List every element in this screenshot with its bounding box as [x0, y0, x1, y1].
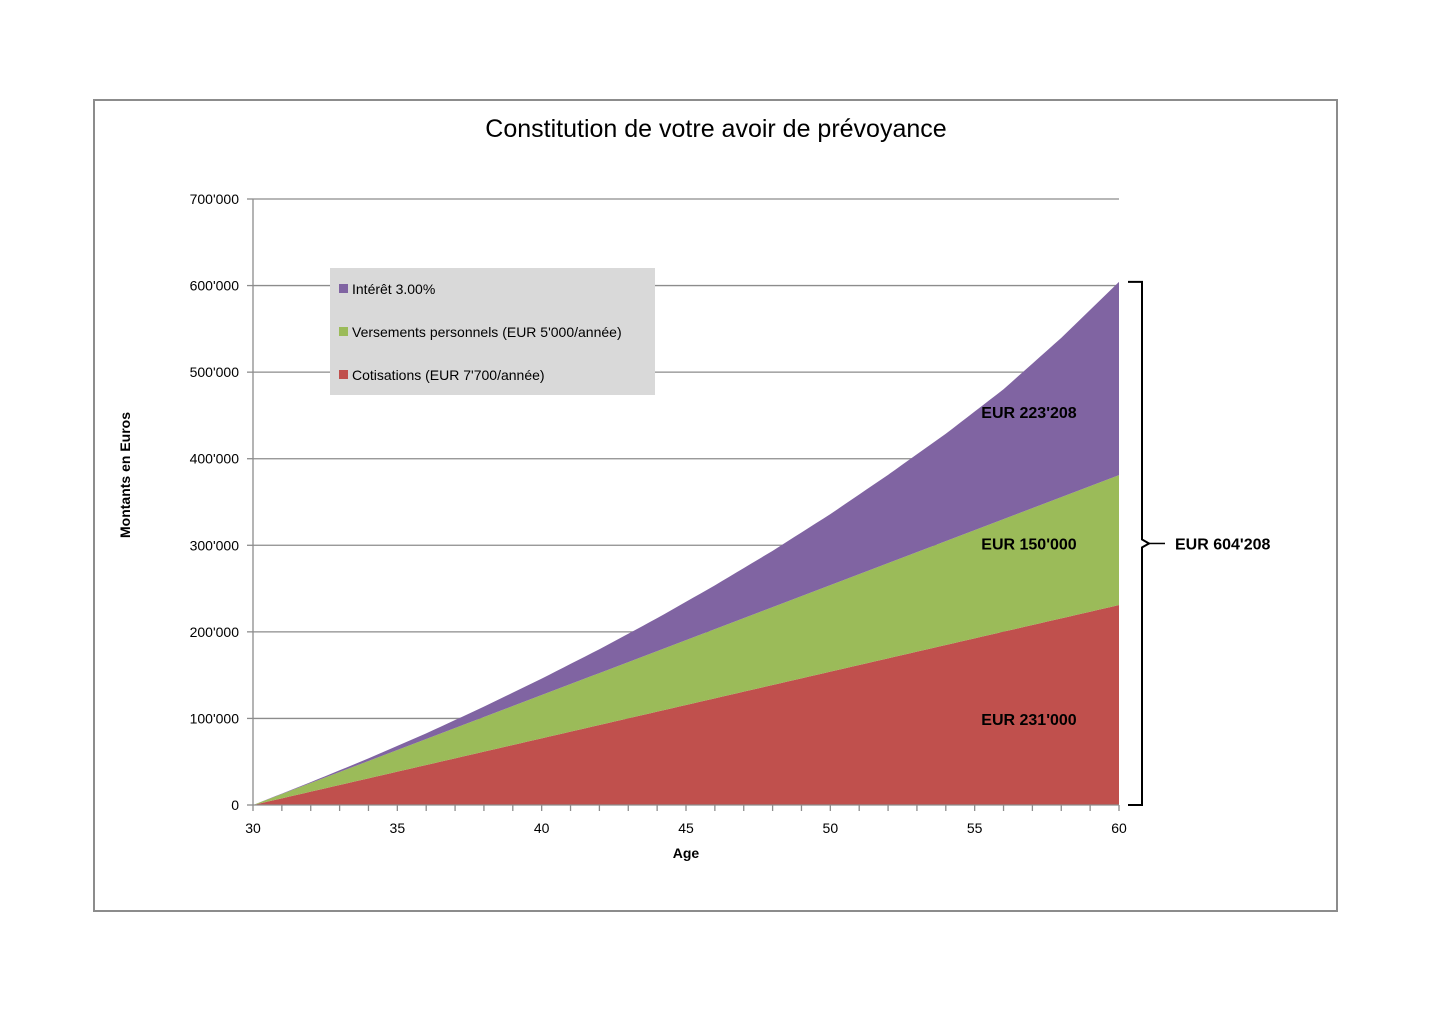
- area-labels: EUR 231'000 EUR 150'000 EUR 223'208: [981, 405, 1077, 729]
- y-tick-label: 700'000: [190, 191, 240, 207]
- legend-swatch: [339, 284, 348, 293]
- x-tick-label: 35: [390, 820, 406, 836]
- total-brace: [1128, 280, 1152, 806]
- y-tick-label: 400'000: [190, 451, 240, 467]
- y-tick-label: 500'000: [190, 364, 240, 380]
- x-axis-title: Age: [673, 845, 700, 861]
- x-tick-label: 40: [534, 820, 550, 836]
- y-axis-title: Montants en Euros: [117, 412, 133, 538]
- legend-entry-label: Cotisations (EUR 7'700/année): [352, 367, 545, 383]
- axes: 0 100'000 200'000 300'000 400'000 500'000 600'…: [190, 191, 1127, 836]
- x-tick-label: 50: [823, 820, 839, 836]
- stacked-areas: [253, 281, 1119, 805]
- x-tick-label: 45: [678, 820, 694, 836]
- legend-entry-label: Intérêt 3.00%: [352, 281, 435, 297]
- legend: Intérêt 3.00% Versements personnels (EUR …: [330, 268, 655, 395]
- y-tick-label: 300'000: [190, 537, 240, 553]
- y-tick-label: 600'000: [190, 278, 240, 294]
- x-tick-label: 30: [245, 820, 261, 836]
- area-label-contributions: EUR 231'000: [981, 712, 1077, 729]
- legend-box: [330, 268, 655, 395]
- chart-title: Constitution de votre avoir de prévoyanc…: [485, 115, 946, 143]
- area-label-interest: EUR 223'208: [981, 405, 1077, 422]
- y-tick-label: 100'000: [190, 710, 240, 726]
- legend-swatch: [339, 327, 348, 336]
- y-tick-label: 200'000: [190, 624, 240, 640]
- total-label: EUR 604'208: [1175, 536, 1271, 553]
- x-tick-label: 55: [967, 820, 983, 836]
- x-tick-label: 60: [1111, 820, 1127, 836]
- y-tick-label: 0: [231, 797, 239, 813]
- total-bracket: EUR 604'208: [1128, 280, 1271, 806]
- legend-swatch: [339, 370, 348, 379]
- legend-entry-label: Versements personnels (EUR 5'000/année): [352, 324, 622, 340]
- area-label-personal: EUR 150'000: [981, 537, 1077, 554]
